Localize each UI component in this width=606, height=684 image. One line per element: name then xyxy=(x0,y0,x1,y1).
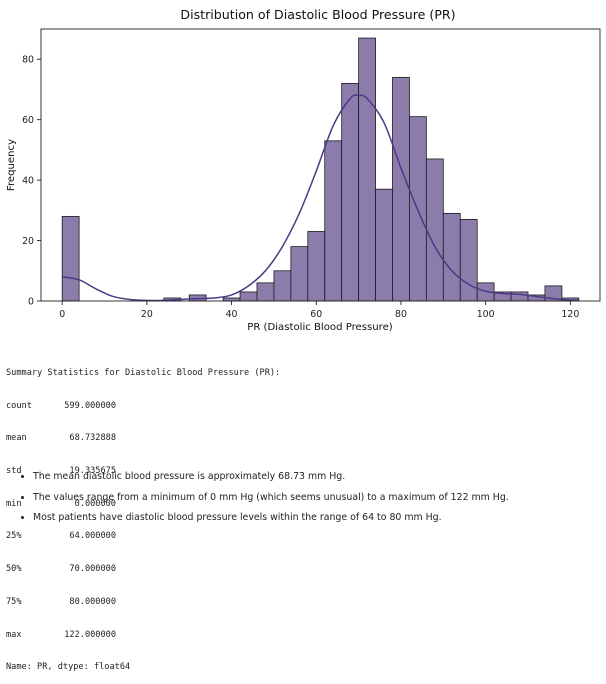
x-tick-label: 40 xyxy=(226,309,238,320)
histogram-bar xyxy=(459,218,478,302)
stat-row-mean: mean 68.732888 xyxy=(6,433,280,444)
histogram-bar xyxy=(61,215,80,302)
stat-row-count: count 599.000000 xyxy=(6,401,280,412)
observation-item: Most patients have diastolic blood press… xyxy=(33,512,509,524)
stat-row-50: 50% 70.000000 xyxy=(6,564,280,575)
histogram-bar xyxy=(442,212,461,302)
y-axis-label: Frequency xyxy=(6,139,17,191)
stat-row-25: 25% 64.000000 xyxy=(6,531,280,542)
chart-title: Distribution of Diastolic Blood Pressure… xyxy=(180,7,455,22)
stat-key: 25% xyxy=(6,531,22,542)
histogram-bar xyxy=(307,231,326,302)
histogram-bars xyxy=(61,37,580,302)
kde-curve xyxy=(62,94,579,302)
stats-footer: Name: PR, dtype: float64 xyxy=(6,662,131,673)
stat-value: 0.000000 xyxy=(74,498,116,509)
histogram-bar xyxy=(222,297,241,302)
histogram-bar xyxy=(256,282,275,302)
plot-frame xyxy=(40,28,601,302)
histogram-bar xyxy=(341,83,360,302)
histogram-bar xyxy=(375,188,393,302)
histogram-bar xyxy=(358,37,376,302)
histogram-bar xyxy=(324,140,343,302)
stat-value: 599.000000 xyxy=(64,400,116,411)
x-tick-label: 100 xyxy=(477,309,495,320)
x-axis-ticks: 0 20 40 60 80 100 120 xyxy=(59,301,579,320)
stat-key: min xyxy=(6,498,22,509)
stat-value: 122.000000 xyxy=(64,629,116,640)
x-axis-label: PR (Diastolic Blood Pressure) xyxy=(247,322,393,333)
stat-key: mean xyxy=(6,433,27,444)
histogram-bar xyxy=(425,158,444,302)
histogram-bar xyxy=(273,270,292,302)
y-tick-label: 60 xyxy=(22,115,34,126)
observations-list: The mean diastolic blood pressure is app… xyxy=(14,471,509,533)
stat-row-min: min 0.000000 xyxy=(6,499,280,510)
stat-value: 64.000000 xyxy=(69,531,116,542)
x-tick-label: 80 xyxy=(395,309,407,320)
histogram-bar xyxy=(290,246,309,302)
stat-key: 75% xyxy=(6,596,22,607)
stat-value: 80.000000 xyxy=(69,596,116,607)
stat-value: 19.335675 xyxy=(69,465,116,476)
y-tick-label: 80 xyxy=(22,55,34,66)
stat-key: std xyxy=(6,465,22,476)
stat-key: max xyxy=(6,629,22,640)
x-tick-label: 120 xyxy=(561,309,579,320)
stat-value: 70.000000 xyxy=(69,564,116,575)
y-tick-label: 0 xyxy=(28,296,34,307)
stat-key: 50% xyxy=(6,564,22,575)
stat-row-75: 75% 80.000000 xyxy=(6,597,280,608)
stat-key: count xyxy=(6,400,32,411)
x-tick-label: 0 xyxy=(59,309,65,320)
x-tick-label: 20 xyxy=(141,309,153,320)
y-tick-label: 40 xyxy=(22,176,34,187)
stats-heading: Summary Statistics for Diastolic Blood P… xyxy=(6,367,281,378)
observation-item: The mean diastolic blood pressure is app… xyxy=(33,471,509,483)
y-axis-ticks: 0 20 40 60 80 xyxy=(22,55,41,307)
stat-value: 68.732888 xyxy=(69,433,116,444)
y-tick-label: 20 xyxy=(22,236,34,247)
histogram-bar xyxy=(392,76,410,302)
observation-item: The values range from a minimum of 0 mm … xyxy=(33,492,509,504)
histogram-bar xyxy=(239,291,258,302)
stat-row-max: max 122.000000 xyxy=(6,630,280,641)
stat-row-std: std 19.335675 xyxy=(6,466,280,477)
x-tick-label: 60 xyxy=(310,309,322,320)
histogram-chart: Distribution of Diastolic Blood Pressure… xyxy=(6,7,601,333)
